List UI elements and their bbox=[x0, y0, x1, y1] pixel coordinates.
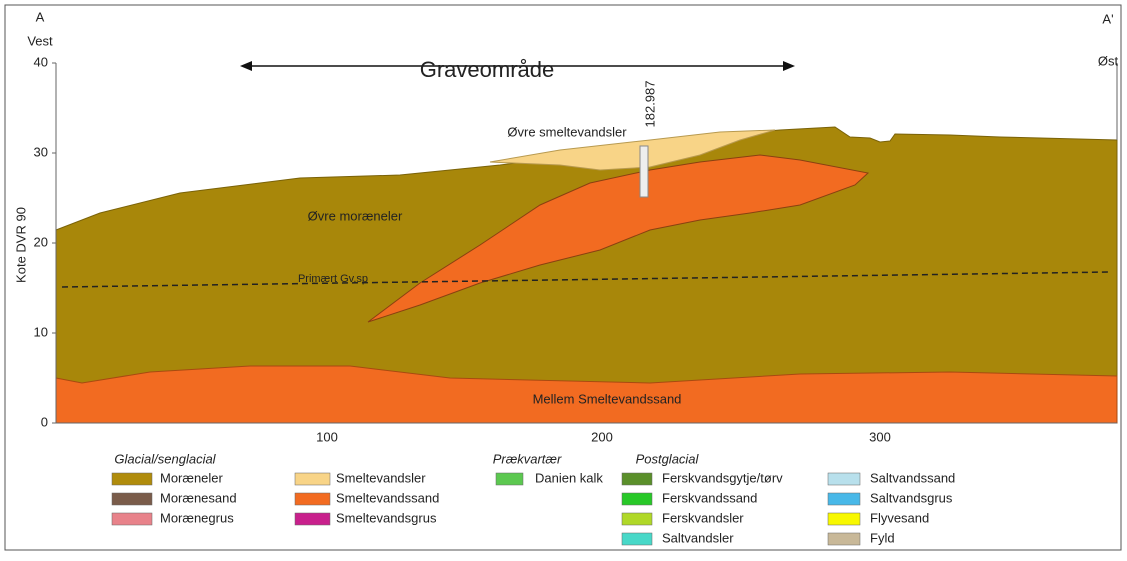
end-label: A bbox=[36, 9, 45, 24]
legend-swatch bbox=[295, 473, 330, 485]
borehole bbox=[640, 146, 648, 197]
legend-label: Smeltevandssand bbox=[336, 490, 439, 505]
x-tick-label: 200 bbox=[591, 429, 613, 444]
legend-swatch bbox=[496, 473, 523, 485]
legend-swatch bbox=[622, 533, 652, 545]
legend-label: Saltvandssand bbox=[870, 470, 955, 485]
side-label: Vest bbox=[27, 33, 53, 48]
legend-label: Morænegrus bbox=[160, 510, 234, 525]
layer-label: Øvre smeltevandsler bbox=[507, 124, 627, 139]
legend-label: Ferskvandsler bbox=[662, 510, 744, 525]
legend-label: Danien kalk bbox=[535, 470, 603, 485]
legend-swatch bbox=[622, 513, 652, 525]
legend-swatch bbox=[295, 493, 330, 505]
legend-label: Smeltevandsler bbox=[336, 470, 426, 485]
legend-swatch bbox=[828, 493, 860, 505]
legend-label: Morænesand bbox=[160, 490, 237, 505]
legend-swatch bbox=[828, 533, 860, 545]
legend-swatch bbox=[112, 513, 152, 525]
legend-label: Fyld bbox=[870, 530, 895, 545]
y-label: Kote DVR 90 bbox=[13, 207, 28, 283]
legend-swatch bbox=[112, 473, 152, 485]
title: Graveområde bbox=[420, 57, 555, 82]
legend-label: Smeltevandsgrus bbox=[336, 510, 437, 525]
cross-section: A Vest A' Øst Kote DVR 90 Graveområde 18… bbox=[0, 0, 1127, 556]
layer-label: Øvre moræneler bbox=[308, 208, 403, 223]
side-label: Øst bbox=[1098, 53, 1119, 68]
legend-label: Saltvandsler bbox=[662, 530, 734, 545]
legend-label: Ferskvandsgytje/tørv bbox=[662, 470, 783, 485]
legend-heading: Glacial/senglacial bbox=[114, 451, 216, 466]
legend-swatch bbox=[828, 473, 860, 485]
y-tick-label: 30 bbox=[34, 144, 48, 159]
legend-swatch bbox=[622, 473, 652, 485]
legend-swatch bbox=[295, 513, 330, 525]
end-label: A' bbox=[1102, 11, 1113, 26]
legend-heading: Prækvartær bbox=[493, 451, 562, 466]
y-tick-label: 20 bbox=[34, 234, 48, 249]
legend-swatch bbox=[622, 493, 652, 505]
y-tick-label: 0 bbox=[41, 414, 48, 429]
y-tick-label: 40 bbox=[34, 54, 48, 69]
legend-swatch bbox=[112, 493, 152, 505]
y-tick-label: 10 bbox=[34, 324, 48, 339]
borehole-label: 182.987 bbox=[642, 81, 657, 128]
legend-label: Moræneler bbox=[160, 470, 224, 485]
legend-label: Ferskvandssand bbox=[662, 490, 757, 505]
x-tick-label: 300 bbox=[869, 429, 891, 444]
legend-label: Saltvandsgrus bbox=[870, 490, 953, 505]
layer-label: Mellem Smeltevandssand bbox=[533, 391, 682, 406]
legend-label: Flyvesand bbox=[870, 510, 929, 525]
legend-heading: Postglacial bbox=[636, 451, 700, 466]
legend-swatch bbox=[828, 513, 860, 525]
layer-label: Primært Gv.sp bbox=[298, 273, 368, 285]
x-tick-label: 100 bbox=[316, 429, 338, 444]
